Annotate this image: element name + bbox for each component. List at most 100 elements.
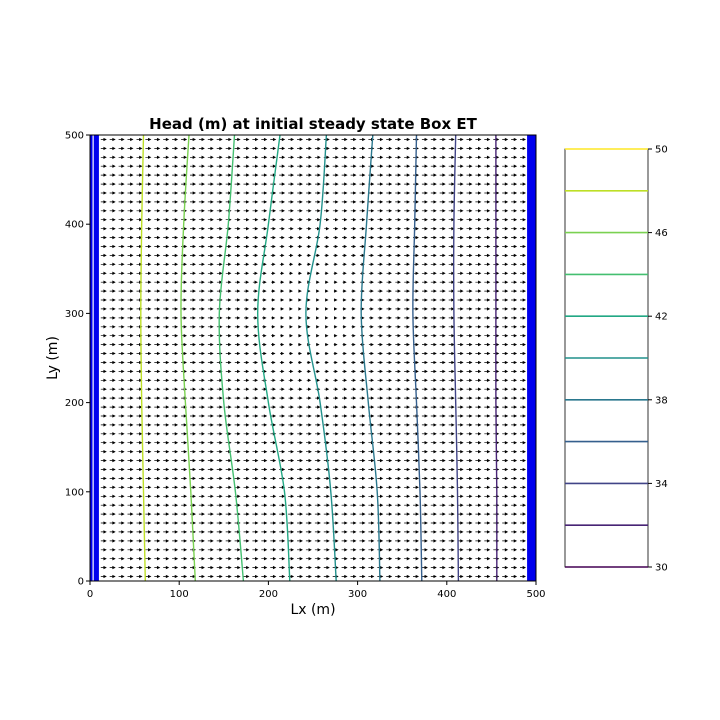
flow-vector: [395, 289, 401, 293]
flow-vector: [386, 209, 393, 213]
flow-vector: [484, 191, 491, 195]
flow-vector: [439, 378, 446, 382]
flow-vector: [421, 218, 428, 222]
flow-vector: [430, 289, 437, 293]
flow-vector: [207, 387, 214, 391]
flow-vector: [279, 432, 286, 436]
flow-vector: [332, 423, 339, 427]
flow-vector: [297, 467, 303, 472]
flow-vector: [421, 369, 428, 374]
flow-vector: [280, 289, 285, 293]
flow-vector: [181, 146, 188, 151]
flow-vector: [430, 235, 437, 240]
flow-vector: [261, 548, 268, 552]
flow-vector: [225, 360, 232, 365]
flow-vector: [368, 530, 375, 534]
flow-vector: [306, 423, 312, 427]
flow-vector: [439, 316, 446, 320]
flow-vector: [109, 191, 116, 195]
flow-vector: [520, 235, 526, 240]
flow-vector: [207, 244, 214, 249]
flow-vector: [404, 253, 410, 258]
flow-vector: [404, 218, 410, 222]
flow-vector: [100, 280, 107, 284]
flow-vector: [270, 405, 276, 409]
flow-vector: [118, 182, 125, 186]
flow-vector: [261, 146, 268, 151]
flow-vector: [484, 146, 491, 151]
flow-vector: [288, 253, 294, 258]
flow-vector: [502, 289, 509, 293]
flow-vector: [297, 432, 303, 436]
flow-vector: [243, 423, 250, 427]
flow-vector: [511, 512, 518, 516]
flow-vector: [261, 494, 268, 498]
flow-vector: [172, 280, 179, 284]
flow-vector: [243, 476, 250, 481]
flow-vector: [207, 342, 214, 347]
flow-vector: [172, 209, 179, 213]
flow-vector: [118, 200, 125, 204]
flow-vector: [279, 155, 286, 159]
flow-vector: [368, 467, 375, 472]
flow-vector: [377, 325, 383, 329]
flow-vector: [484, 432, 491, 436]
flow-vector: [207, 262, 214, 266]
flow-vector: [421, 396, 428, 400]
flow-vector: [154, 146, 161, 151]
flow-vector: [270, 387, 276, 391]
flow-vector: [109, 227, 116, 231]
flow-vector: [439, 369, 446, 374]
flow-vector: [154, 369, 161, 374]
flow-vector: [430, 325, 437, 329]
flow-vector: [439, 557, 446, 561]
flow-vector: [475, 369, 482, 374]
flow-vector: [315, 262, 320, 266]
flow-vector: [439, 289, 446, 293]
flow-vector: [341, 155, 348, 159]
flow-vector: [127, 325, 134, 329]
flow-vector: [430, 173, 437, 177]
flow-vector: [136, 539, 143, 543]
flow-vector: [154, 280, 161, 284]
flow-vector: [421, 387, 428, 391]
flow-vector: [511, 485, 518, 489]
flow-vector: [261, 200, 268, 204]
flow-vector: [457, 146, 464, 151]
flow-vector: [377, 423, 384, 427]
flow-vector: [234, 316, 241, 320]
flow-vector: [359, 467, 366, 472]
flow-vector: [297, 423, 303, 427]
flow-vector: [475, 137, 482, 142]
flow-vector: [359, 396, 366, 400]
flow-vector: [306, 450, 312, 454]
flow-vector: [279, 574, 286, 579]
flow-vector: [154, 432, 161, 436]
flow-vector: [475, 476, 482, 481]
flow-vector: [181, 512, 188, 516]
flow-vector: [448, 307, 455, 311]
flow-vector: [475, 200, 482, 204]
flow-vector: [359, 503, 366, 507]
flow-vector: [395, 458, 402, 463]
flow-vector: [172, 289, 179, 293]
flow-vector: [324, 209, 330, 213]
flow-vector: [163, 557, 170, 561]
flow-vector: [484, 369, 491, 374]
flow-vector: [386, 512, 393, 516]
flow-vector: [333, 396, 339, 400]
flow-vector: [118, 512, 125, 516]
flow-vector: [172, 307, 179, 311]
flow-vector: [145, 325, 152, 329]
flow-vector: [333, 271, 338, 275]
flow-vector: [163, 360, 170, 365]
flow-vector: [404, 458, 411, 463]
flow-vector: [404, 503, 411, 507]
flow-vector: [368, 369, 374, 374]
flow-vector: [288, 369, 294, 374]
flow-vector: [323, 521, 330, 525]
flow-vector: [270, 557, 277, 561]
flow-vector: [207, 458, 214, 463]
flow-vector: [333, 253, 338, 258]
flow-vector: [297, 253, 303, 258]
